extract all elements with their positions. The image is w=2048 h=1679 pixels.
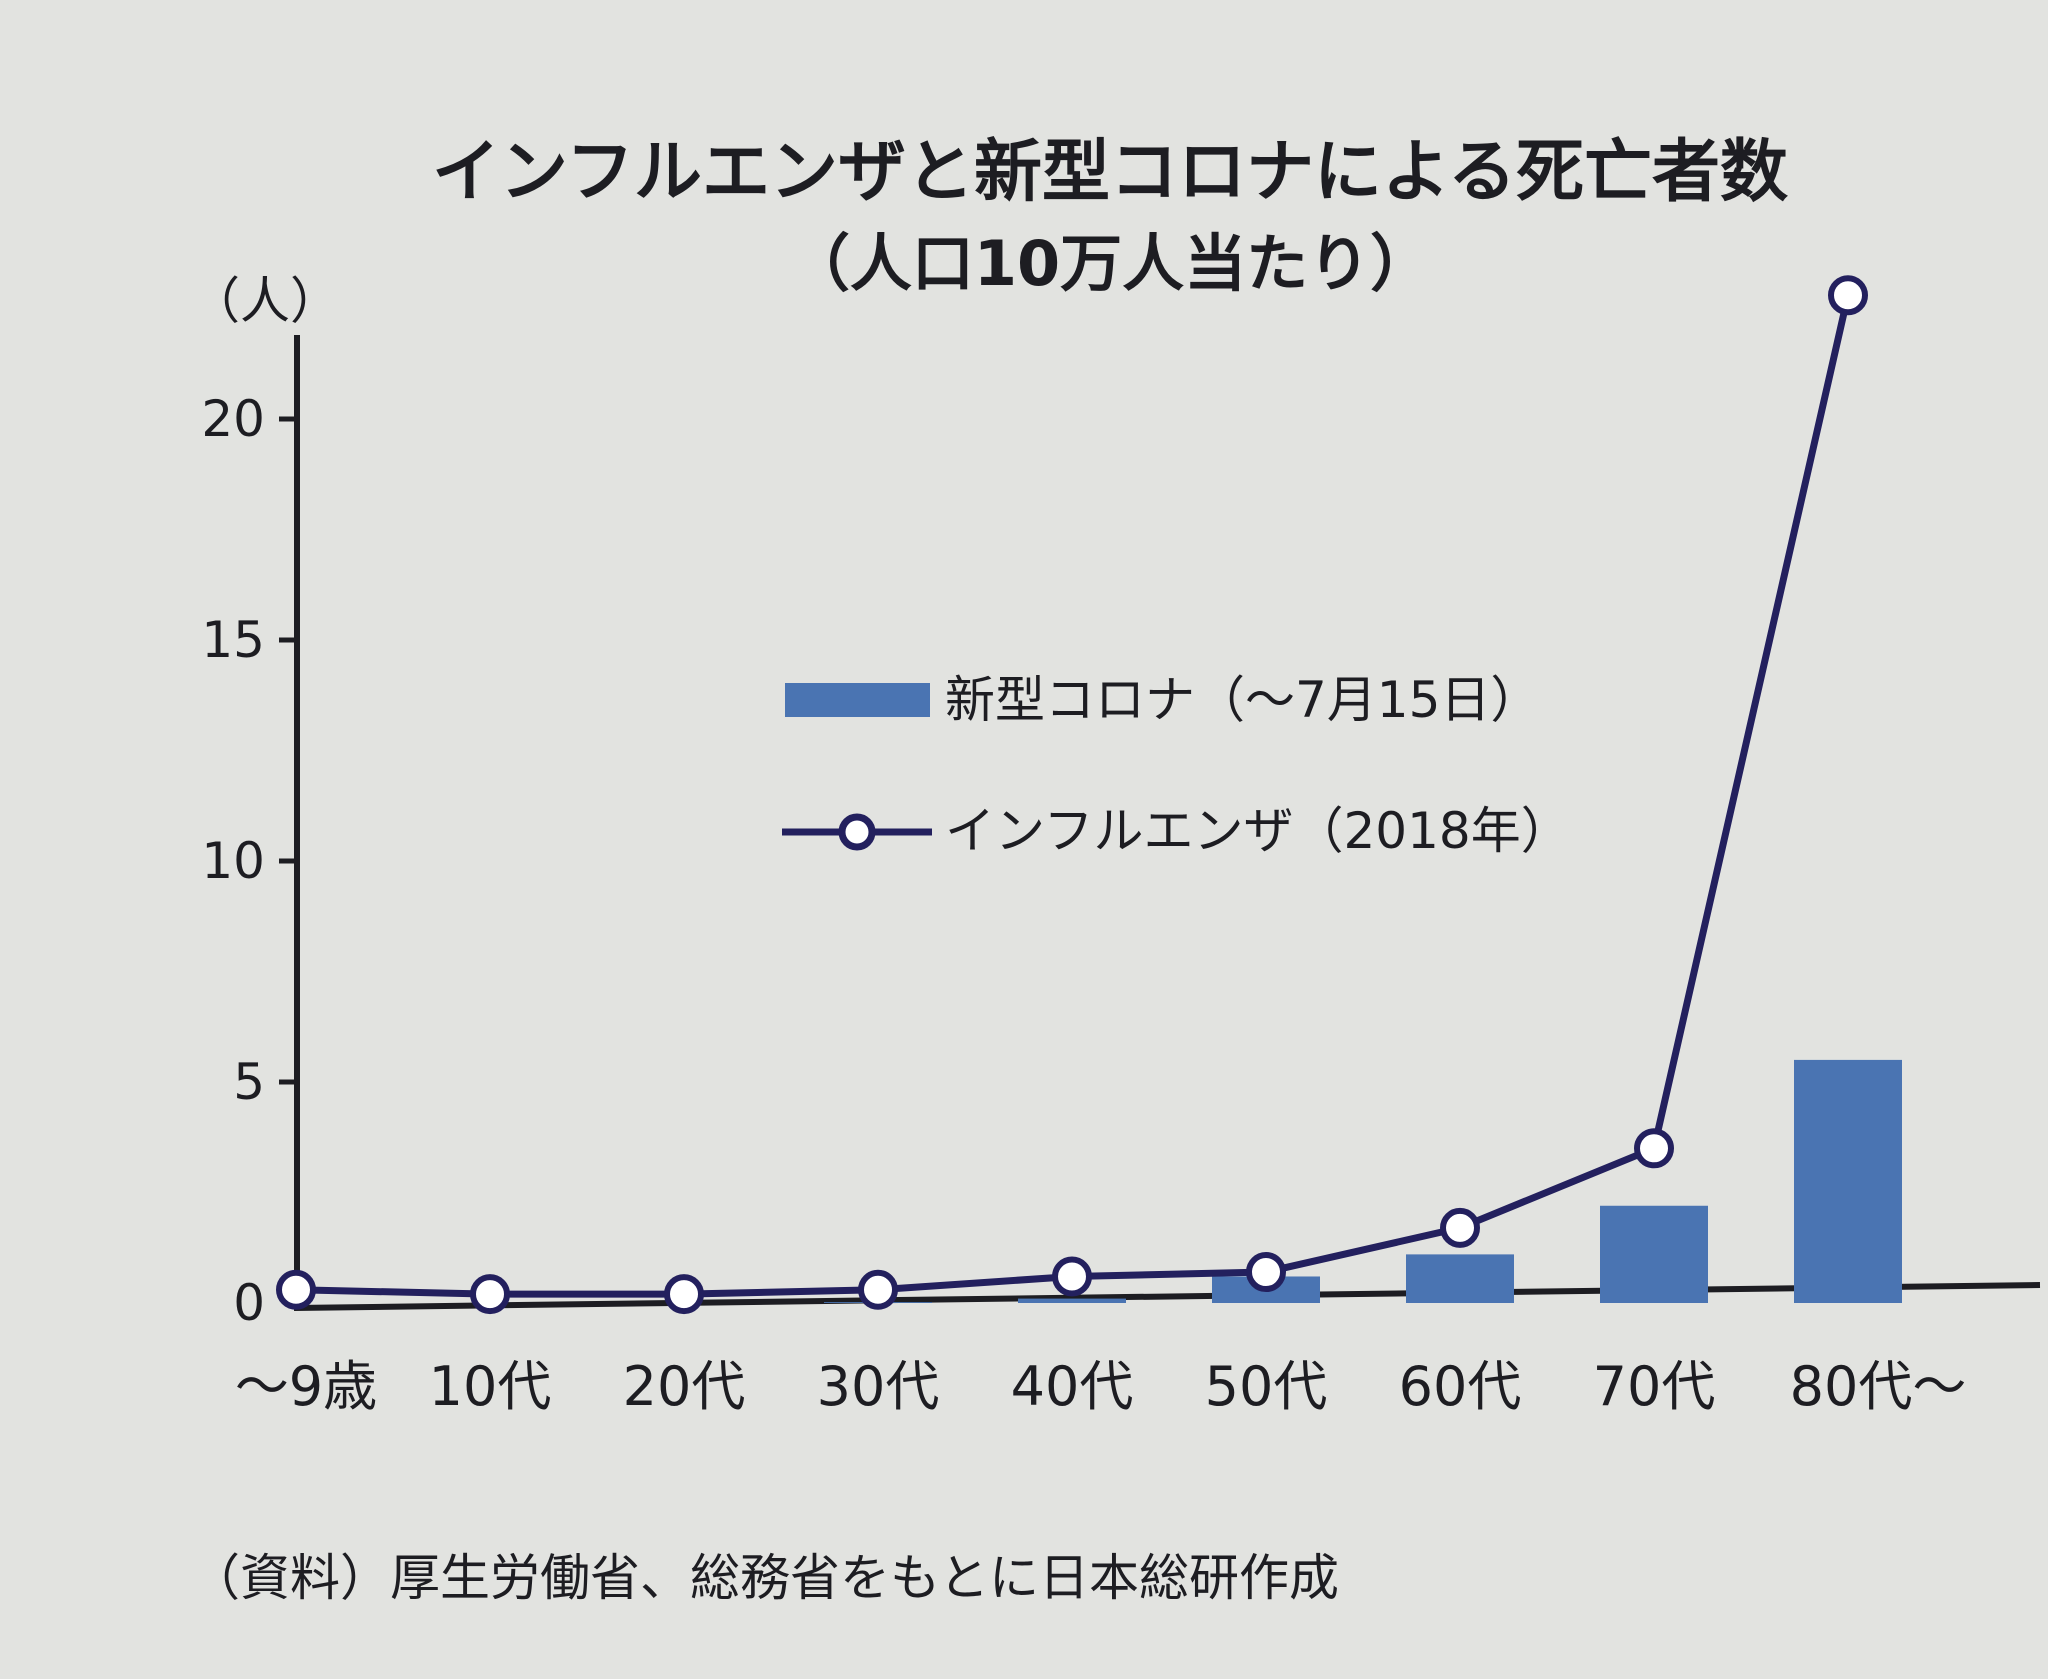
- line-path: [295, 294, 1852, 1298]
- x-category-label: 10代: [429, 1355, 552, 1418]
- legend: 新型コロナ（～7月15日） インフルエンザ（2018年）: [782, 671, 1571, 860]
- chart-subtitle: （人口10万人当たり）: [788, 227, 1432, 300]
- source-note: （資料）厚生労働省、総務省をもとに日本総研作成: [190, 1549, 1339, 1607]
- legend-swatch-bar: [785, 683, 930, 717]
- y-tick-label: 10: [201, 832, 265, 890]
- y-tick-label: 0: [233, 1274, 265, 1332]
- line-point: [470, 1274, 510, 1315]
- bar-series: [824, 1059, 1902, 1303]
- x-category-labels: ～9歳 10代 20代 30代 40代 50代 60代 70代 80代～: [235, 1355, 1967, 1418]
- bar: [1406, 1254, 1514, 1303]
- y-ticks: 0 5 10 15 20: [201, 390, 297, 1332]
- legend-label-line: インフルエンザ（2018年）: [945, 802, 1571, 860]
- y-tick-label: 5: [233, 1053, 265, 1111]
- x-category-label: ～9歳: [235, 1355, 377, 1418]
- bar: [1600, 1205, 1708, 1303]
- legend-label-bar: 新型コロナ（～7月15日）: [945, 671, 1540, 729]
- axes: [293, 335, 2041, 1311]
- line-point: [1052, 1256, 1092, 1297]
- line-point: [1440, 1207, 1480, 1248]
- chart-title: インフルエンザと新型コロナによる死亡者数: [432, 133, 1788, 212]
- line-point: [1634, 1128, 1674, 1169]
- x-category-label: 30代: [817, 1355, 940, 1418]
- x-axis-line: [293, 1282, 2041, 1311]
- line-series: [276, 275, 1868, 1315]
- y-tick-label: 20: [201, 390, 265, 448]
- y-tick-label: 15: [201, 611, 265, 669]
- x-category-label: 20代: [623, 1355, 746, 1418]
- x-category-label: 50代: [1205, 1355, 1328, 1418]
- x-category-label: 70代: [1593, 1355, 1716, 1418]
- x-category-label: 80代～: [1790, 1355, 1967, 1418]
- bar: [1018, 1298, 1126, 1303]
- line-point: [276, 1269, 316, 1310]
- y-axis-unit-label: （人）: [190, 272, 340, 330]
- x-category-label: 60代: [1399, 1355, 1522, 1418]
- line-point: [858, 1269, 898, 1310]
- x-category-label: 40代: [1011, 1355, 1134, 1418]
- line-point: [664, 1274, 704, 1315]
- line-point: [1828, 275, 1868, 316]
- legend-swatch-marker: [838, 813, 876, 851]
- bar: [1794, 1059, 1902, 1303]
- line-point: [1246, 1252, 1286, 1293]
